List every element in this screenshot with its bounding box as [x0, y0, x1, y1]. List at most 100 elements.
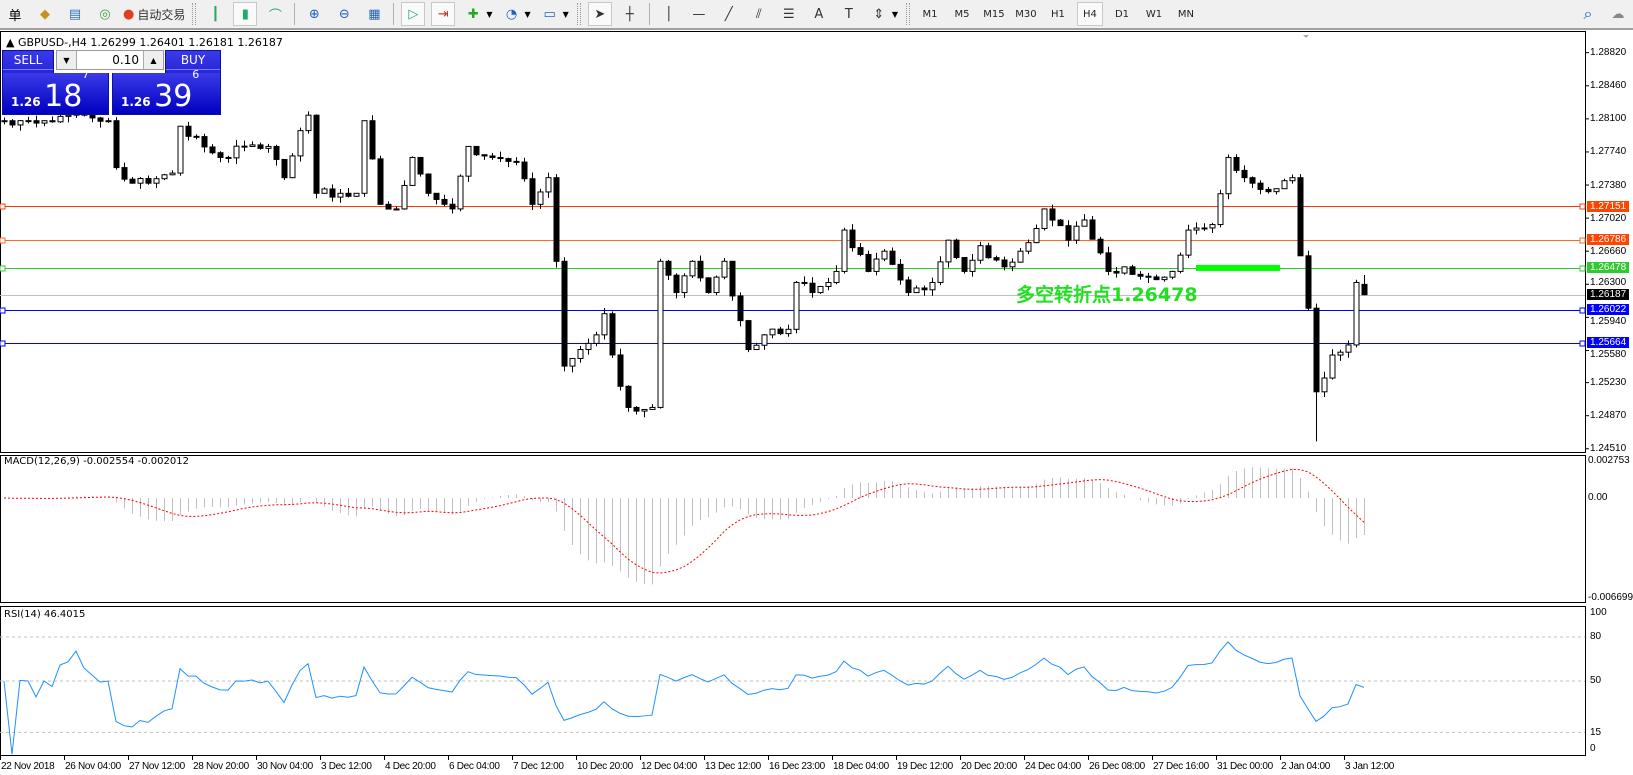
indicators-icon[interactable]: ✚: [467, 6, 479, 22]
bull-candle-body: [817, 285, 824, 294]
chart-canvas[interactable]: [0, 31, 1633, 775]
candle: [873, 252, 880, 276]
auto-trading-label: 自动交易: [137, 7, 186, 22]
bear-candle-body: [1097, 238, 1104, 254]
menu-char-icon[interactable]: 单: [8, 8, 22, 24]
bull-candle-body: [769, 328, 776, 336]
horizontal-line-icon[interactable]: —: [692, 6, 706, 22]
timeframe-m15[interactable]: M15: [983, 8, 1005, 20]
search-icon[interactable]: ⌕: [1583, 4, 1593, 23]
rsi-tick-label: 80: [1590, 631, 1602, 642]
chat-icon[interactable]: ☁: [1611, 6, 1625, 22]
bar-chart-icon[interactable]: ┃: [211, 6, 220, 22]
vertical-line-icon[interactable]: │: [664, 6, 673, 22]
lot-decrease-button[interactable]: ▼: [57, 51, 77, 69]
dropdown-arrow-icon[interactable]: ▼: [524, 9, 531, 19]
cursor-icon[interactable]: ➤: [587, 2, 612, 26]
dropdown-arrow-icon[interactable]: ▼: [486, 9, 493, 19]
candle: [321, 187, 328, 194]
crosshair-icon[interactable]: ┼: [625, 6, 634, 22]
candle: [1185, 224, 1192, 259]
timeframe-d1[interactable]: D1: [1114, 8, 1130, 20]
candle: [137, 176, 144, 189]
chart-shift-icon[interactable]: ⇥: [431, 2, 456, 26]
zoom-out-icon[interactable]: ⊖: [338, 6, 350, 22]
collapse-arrow-icon[interactable]: ▲: [6, 36, 18, 49]
level-handle: [0, 340, 6, 347]
candle: [217, 151, 224, 163]
bear-candle-body: [225, 156, 232, 159]
time-axis-label: 10 Dec 20:00: [577, 761, 633, 772]
lot-increase-button[interactable]: ▲: [143, 51, 163, 69]
text-label-icon[interactable]: T: [844, 6, 853, 22]
level-handle: [1579, 265, 1586, 272]
candle: [1017, 248, 1024, 263]
equidistant-channel-icon[interactable]: ⫽: [755, 6, 762, 22]
candle: [497, 151, 504, 162]
sell-price[interactable]: 1.26 187: [2, 68, 109, 115]
level-handle: [0, 203, 6, 210]
candle: [169, 170, 176, 176]
candle: [393, 206, 400, 211]
market-watch-icon[interactable]: ▤: [68, 6, 82, 22]
toolbar-grip[interactable]: [192, 3, 197, 25]
bull-candle-body: [177, 125, 184, 174]
bull-candle-body: [945, 239, 952, 263]
auto-trading-button[interactable]: ● 自动交易: [123, 2, 185, 26]
bear-candle-body: [113, 120, 120, 169]
bull-candle-body: [1273, 188, 1280, 193]
timeframe-w1[interactable]: W1: [1145, 8, 1163, 20]
candle: [225, 155, 232, 163]
tile-windows-icon[interactable]: ▦: [368, 6, 381, 22]
bear-candle-body: [897, 263, 904, 281]
bear-candle-body: [1049, 208, 1056, 221]
bear-candle-body: [281, 158, 288, 179]
signal-icon[interactable]: ◎: [99, 6, 111, 22]
candle: [1289, 174, 1296, 184]
timeframe-h1[interactable]: H1: [1051, 8, 1065, 20]
line-chart-icon[interactable]: ⌒: [268, 8, 282, 24]
bull-candle-body: [1193, 227, 1200, 231]
dropdown-arrow-icon[interactable]: ▼: [562, 9, 569, 19]
text-icon[interactable]: A: [814, 6, 824, 22]
bear-candle-body: [889, 250, 896, 265]
candle: [1113, 267, 1120, 278]
timeframe-mn[interactable]: MN: [1177, 8, 1195, 20]
candle: [993, 255, 1000, 262]
templates-icon[interactable]: ▭: [543, 6, 556, 22]
lot-size-stepper[interactable]: ▼ 0.10 ▲: [56, 50, 164, 70]
candle: [1057, 219, 1064, 227]
bear-candle-body: [1065, 225, 1072, 241]
bear-candle-body: [665, 260, 672, 276]
timeframe-h4[interactable]: H4: [1076, 2, 1103, 26]
timeframe-m1[interactable]: M1: [922, 8, 938, 20]
lot-input[interactable]: 0.10: [112, 53, 139, 67]
candle: [1145, 272, 1152, 284]
timeframe-m5[interactable]: M5: [954, 8, 970, 20]
bear-candle-body: [953, 239, 960, 259]
candle: [1361, 275, 1368, 296]
level-handle: [1579, 307, 1586, 314]
fibonacci-icon[interactable]: ☰: [783, 6, 795, 22]
toolbar-grip[interactable]: [905, 3, 910, 25]
periods-clock-icon[interactable]: ◔: [505, 6, 518, 22]
candle: [297, 127, 304, 162]
timeframe-m30[interactable]: M30: [1015, 8, 1037, 20]
auto-scroll-icon[interactable]: ▷: [401, 2, 426, 26]
buy-price[interactable]: 1.26 396: [112, 68, 221, 115]
candle: [737, 292, 744, 327]
bull-candle-body: [153, 178, 160, 184]
trendline-icon[interactable]: ╱: [724, 6, 733, 22]
pencil-eraser-icon[interactable]: ◆: [40, 6, 50, 22]
zoom-in-icon[interactable]: ⊕: [308, 6, 320, 22]
candle: [177, 125, 184, 176]
price-tick-label: 1.25940: [1590, 316, 1627, 327]
bull-candle-body: [1337, 351, 1344, 356]
dropdown-arrow-icon[interactable]: ▼: [891, 9, 898, 19]
level-handle: [0, 237, 6, 244]
candlestick-icon[interactable]: ▮: [233, 2, 258, 26]
arrows-icon[interactable]: ⇕: [873, 6, 885, 22]
bear-candle-body: [905, 279, 912, 294]
candle: [161, 173, 168, 181]
toolbar-grip[interactable]: [576, 3, 581, 25]
